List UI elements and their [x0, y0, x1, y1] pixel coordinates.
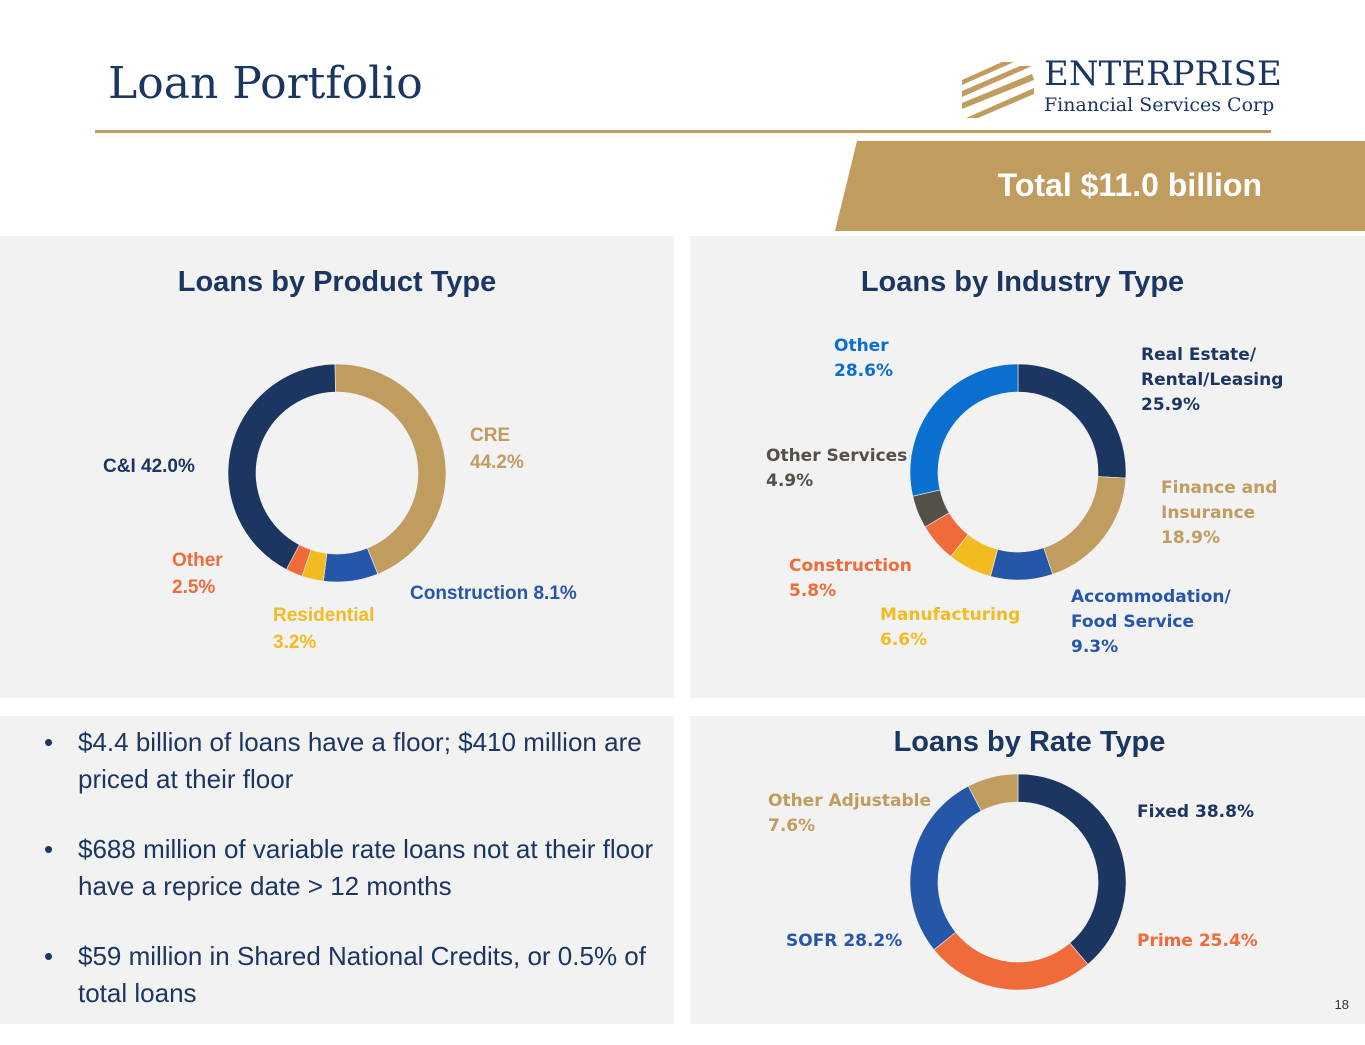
total-banner: Total $11.0 billion	[835, 141, 1365, 231]
notes-list: $4.4 billion of loans have a floor; $410…	[40, 724, 660, 1045]
data-label-line: SOFR 28.2%	[786, 931, 903, 951]
product-type-donut	[227, 363, 447, 583]
data-label-line: Fixed 38.8%	[1137, 802, 1254, 822]
data-label-line: 9.3%	[1071, 637, 1119, 657]
slice-accommodation-food-service	[990, 547, 1054, 581]
data-label-line: 18.9%	[1161, 528, 1220, 548]
data-label-line: CRE	[470, 425, 511, 446]
rate-type-title: Loans by Rate Type	[893, 726, 1166, 758]
data-label-line: 3.2%	[273, 632, 317, 653]
data-label-line: Food Service	[1071, 612, 1195, 632]
data-label-line: 44.2%	[470, 452, 524, 473]
data-label-line: Construction	[789, 556, 912, 576]
data-label-line: Construction 8.1%	[410, 583, 577, 604]
data-label-line: Finance and	[1161, 478, 1278, 498]
slice-cre	[334, 363, 447, 575]
company-logo: ENTERPRISE Financial Services Corp	[962, 54, 1282, 126]
slice-prime	[933, 931, 1089, 991]
data-label-line: 28.6%	[834, 361, 893, 381]
data-label-line: Residential	[273, 605, 375, 626]
data-label-line: Other Services	[766, 446, 908, 466]
slice-c-i	[227, 363, 336, 570]
industry-label-real-estate: Real Estate/Rental/Leasing 25.9%	[1141, 343, 1283, 418]
slice-other	[909, 363, 1019, 497]
data-label-line: Insurance	[1161, 503, 1256, 523]
note-shared-credits: $59 million in Shared National Credits, …	[40, 938, 660, 1012]
slice-fixed	[1017, 773, 1127, 965]
data-label-line: Other	[172, 550, 223, 571]
industry-label-other: Other 28.6%	[834, 334, 893, 384]
industry-label-manufacturing: Manufacturing 6.6%	[880, 603, 1020, 653]
data-label-line: 7.6%	[768, 816, 816, 836]
page-number: 18	[1334, 997, 1349, 1012]
product-type-title: Loans by Product Type	[177, 266, 497, 298]
data-label-line: Real Estate/	[1141, 345, 1257, 365]
rate-type-panel: Loans by Rate Type Fixed 38.8% Prime 25.…	[690, 716, 1365, 1024]
data-label-line: Other	[834, 336, 889, 356]
industry-label-finance: Finance and Insurance 18.9%	[1161, 476, 1277, 551]
page-title: Loan Portfolio	[108, 58, 423, 109]
slice-construction	[323, 547, 379, 583]
note-reprice: $688 million of variable rate loans not …	[40, 831, 660, 905]
header-divider	[95, 130, 1271, 133]
industry-type-donut	[909, 363, 1127, 581]
data-label-line: C&I 42.0%	[103, 456, 195, 477]
data-label-line: 5.8%	[789, 581, 837, 601]
data-label-line: Accommodation/	[1071, 587, 1231, 607]
data-label-line: Other Adjustable	[768, 791, 932, 811]
data-label-line: Rental/Leasing	[1141, 370, 1284, 390]
total-banner-text: Total $11.0 billion	[997, 167, 1262, 203]
product-label-cre: CRE 44.2%	[470, 422, 524, 476]
logo-name: ENTERPRISE	[1044, 54, 1282, 94]
slice-other-adjustable	[967, 773, 1019, 812]
industry-type-panel: Loans by Industry Type Real Estate/Renta…	[690, 236, 1365, 698]
product-label-ci: C&I 42.0%	[103, 453, 195, 480]
rate-type-donut	[909, 773, 1127, 991]
logo-stripes-icon	[962, 62, 1034, 118]
data-label-line: 4.9%	[766, 471, 814, 491]
product-label-other: Other 2.5%	[172, 547, 223, 601]
product-label-construction: Construction 8.1%	[410, 580, 577, 607]
data-label-line: 2.5%	[172, 577, 216, 598]
data-label-line: Prime 25.4%	[1137, 931, 1258, 951]
data-label-line: 25.9%	[1141, 395, 1200, 415]
product-label-residential: Residential 3.2%	[273, 602, 374, 656]
rate-label-other-adjustable: Other Adjustable 7.6%	[768, 789, 931, 839]
rate-label-prime: Prime 25.4%	[1137, 929, 1258, 954]
note-floor: $4.4 billion of loans have a floor; $410…	[40, 724, 660, 798]
data-label-line: Manufacturing	[880, 605, 1021, 625]
industry-label-accommodation: Accommodation/Food Service 9.3%	[1071, 585, 1231, 660]
data-label-line: 6.6%	[880, 630, 928, 650]
rate-label-fixed: Fixed 38.8%	[1137, 800, 1254, 825]
industry-label-other-services: Other Services 4.9%	[766, 444, 907, 494]
industry-label-construction: Construction 5.8%	[789, 554, 912, 604]
rate-label-sofr: SOFR 28.2%	[786, 929, 902, 954]
logo-subtitle: Financial Services Corp	[1044, 94, 1275, 116]
industry-type-title: Loans by Industry Type	[860, 266, 1185, 298]
slice-finance-and-insurance	[1043, 476, 1127, 575]
slice-real-estate-rental-leasing	[1017, 363, 1127, 479]
product-type-panel: Loans by Product Type CRE 44.2% Construct…	[0, 236, 674, 698]
